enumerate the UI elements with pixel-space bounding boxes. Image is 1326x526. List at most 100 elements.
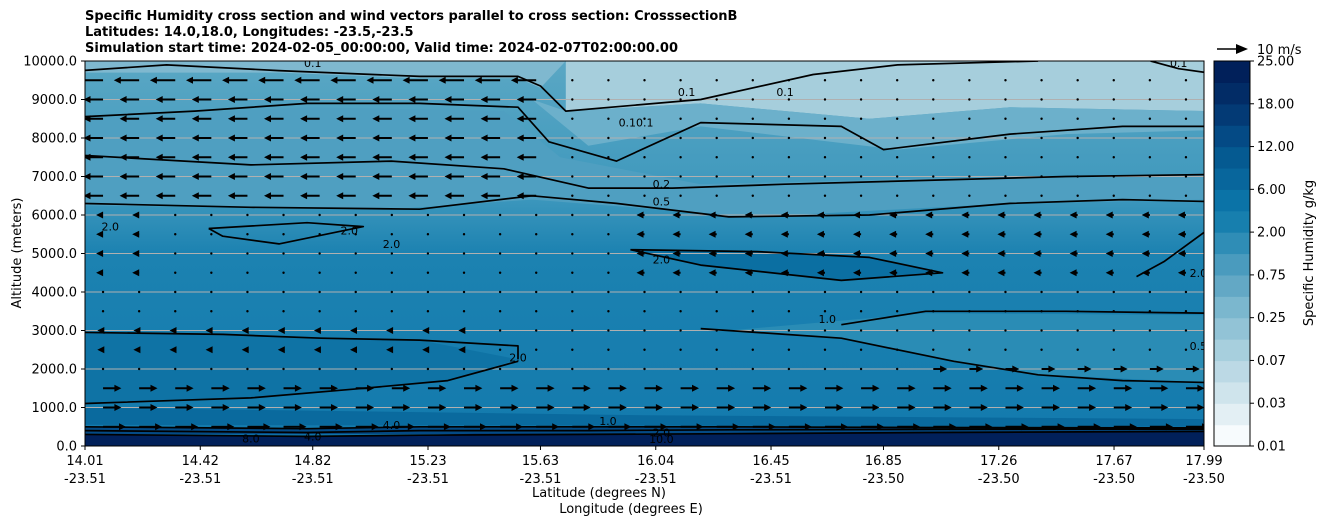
wind-vector-269 [853, 230, 862, 238]
wind-vector-49 [751, 98, 754, 101]
wind-vector-dot [1148, 98, 1152, 101]
wind-vector-245 [1105, 211, 1114, 219]
wind-vector-441 [350, 346, 357, 354]
wind-vector-head [205, 346, 213, 354]
wind-vector-head [913, 423, 921, 431]
wind-vector-dot [1184, 117, 1188, 120]
wind-vector-373 [137, 310, 141, 313]
wind-vector-216 [1184, 194, 1188, 197]
wind-vector-477 [535, 367, 538, 371]
wind-vector-391 [787, 310, 791, 313]
wind-vector-dot [643, 79, 646, 82]
wind-vector-345 [246, 290, 249, 294]
wind-vector-head [744, 250, 752, 257]
wind-vector-468 [210, 367, 213, 371]
wind-vector-head [1161, 384, 1169, 392]
wind-vector-361 [823, 290, 827, 294]
wind-vector-dot [607, 175, 610, 178]
wind-vector-head [889, 269, 897, 277]
wind-vector-282 [210, 252, 213, 255]
wind-vector-97 [227, 134, 248, 142]
wind-vector-head [408, 153, 416, 161]
wind-vector-268 [816, 230, 825, 238]
wind-vector-437 [205, 346, 213, 354]
humidity-fill-4 [85, 332, 518, 404]
wind-vector-494 [1149, 365, 1164, 373]
wind-vector-head [444, 115, 452, 123]
wind-vector-358 [715, 290, 718, 294]
wind-vector-head [186, 76, 193, 84]
wind-vector-552 [1005, 404, 1024, 411]
wind-vector-dot [498, 367, 502, 371]
wind-vector-head [547, 404, 555, 411]
wind-vector-334 [961, 269, 970, 277]
wind-vector-head [672, 230, 680, 238]
wind-vector-411 [386, 327, 394, 334]
wind-vector-dot [1148, 310, 1152, 313]
wind-vector-head [258, 404, 266, 411]
wind-vector-147 [932, 156, 935, 159]
wind-vectors [85, 76, 1204, 431]
x-tick-label-lon-9: -23.50 [1093, 472, 1135, 487]
wind-vector-120 [1076, 136, 1079, 140]
wind-vector-dot [679, 310, 682, 313]
wind-vector-dot [787, 194, 791, 197]
wind-vector-head [277, 327, 285, 334]
wind-vector-562 [247, 423, 271, 431]
wind-vector-dot [895, 79, 899, 82]
wind-vector-head [191, 115, 199, 123]
wind-vector-dot [1040, 175, 1043, 178]
wind-vector-35 [227, 96, 248, 103]
wind-vector-392 [823, 310, 827, 313]
wind-vector-dot [1148, 329, 1152, 332]
wind-vector-549 [897, 404, 916, 411]
wind-vector-443 [422, 346, 430, 354]
wind-vector-dot [318, 233, 321, 236]
wind-vector-3 [186, 76, 212, 84]
wind-vector-dot [932, 156, 935, 159]
wind-vector-160 [264, 173, 284, 180]
wind-vector-head [408, 173, 416, 180]
wind-vector-dot [354, 367, 357, 371]
x-tick-label-lat-8: 17.26 [980, 454, 1017, 469]
wind-vector-465 [101, 367, 105, 371]
wind-vector-head [227, 153, 235, 161]
wind-vector-head [299, 423, 307, 431]
wind-vector-head [908, 404, 916, 411]
wind-vector-306 [1069, 250, 1078, 257]
wind-vector-dot [571, 233, 574, 236]
contour-line-0-1-0 [85, 61, 1039, 112]
wind-vector-39 [372, 96, 392, 103]
wind-vector-head [114, 384, 122, 392]
wind-vector-88 [1040, 117, 1043, 120]
wind-vector-451 [715, 348, 718, 351]
wind-vector-dot [1112, 98, 1115, 101]
wind-vector-123 [1184, 136, 1188, 140]
wind-vector-dot [679, 290, 682, 294]
wind-vector-dot [607, 252, 610, 255]
wind-vector-208 [895, 194, 899, 197]
wind-vector-head [780, 211, 788, 219]
wind-vector-573 [644, 423, 668, 431]
wind-vector-474 [426, 367, 430, 371]
wind-vector-220 [210, 213, 213, 217]
wind-vector-head [263, 423, 271, 431]
wind-vector-head [1105, 211, 1113, 219]
wind-vector-38 [336, 96, 356, 103]
wind-vector-568 [464, 423, 487, 431]
wind-vector-head [313, 346, 321, 354]
wind-vector-171 [679, 175, 682, 178]
wind-vector-576 [752, 423, 776, 431]
wind-vector-dot [607, 310, 610, 313]
wind-vector-325 [636, 269, 645, 277]
wind-vector-head [655, 404, 663, 411]
wind-vector-101 [372, 134, 392, 142]
wind-vector-dot [607, 271, 610, 274]
wind-vector-416 [571, 329, 574, 332]
wind-vector-head [336, 192, 344, 200]
wind-vector-382 [462, 310, 466, 313]
wind-vector-442 [386, 346, 394, 354]
wind-vector-59 [1112, 98, 1115, 101]
wind-vector-186 [85, 192, 104, 200]
wind-vector-330 [816, 269, 825, 277]
